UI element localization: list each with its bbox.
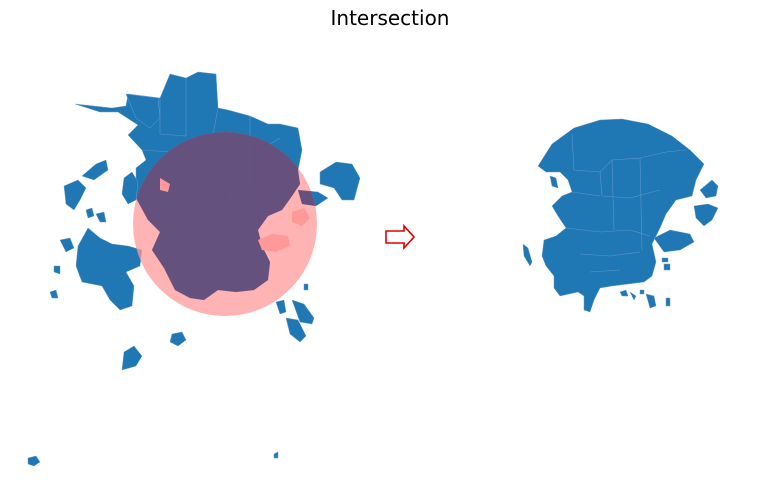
island-shape xyxy=(76,228,142,310)
result-island xyxy=(640,290,644,294)
island-shape xyxy=(170,332,186,346)
island-shape xyxy=(122,172,138,204)
island-shape xyxy=(64,180,86,210)
right-arrow-icon xyxy=(386,226,414,248)
island-shape xyxy=(54,266,60,274)
island-shape xyxy=(50,290,58,298)
island-shape xyxy=(276,300,286,314)
result-island xyxy=(620,290,628,296)
island-shape xyxy=(304,284,308,290)
result-main-shape xyxy=(538,119,704,312)
island-shape xyxy=(86,208,94,218)
result-island xyxy=(523,244,532,266)
island-shape xyxy=(274,452,278,458)
island-shape xyxy=(82,160,108,180)
island-shape xyxy=(96,212,106,222)
result-panel xyxy=(523,119,718,312)
island-shape xyxy=(320,162,360,200)
result-island xyxy=(664,264,670,270)
result-island xyxy=(700,180,718,198)
input-panel xyxy=(28,72,360,466)
result-island xyxy=(550,176,558,188)
result-island xyxy=(662,258,668,262)
result-island xyxy=(666,298,670,306)
result-island xyxy=(646,294,656,308)
island-shape xyxy=(60,238,74,252)
island-shape xyxy=(122,346,142,370)
result-island xyxy=(694,204,718,226)
island-shape xyxy=(28,456,40,466)
result-island xyxy=(654,230,694,252)
result-island xyxy=(630,292,636,300)
